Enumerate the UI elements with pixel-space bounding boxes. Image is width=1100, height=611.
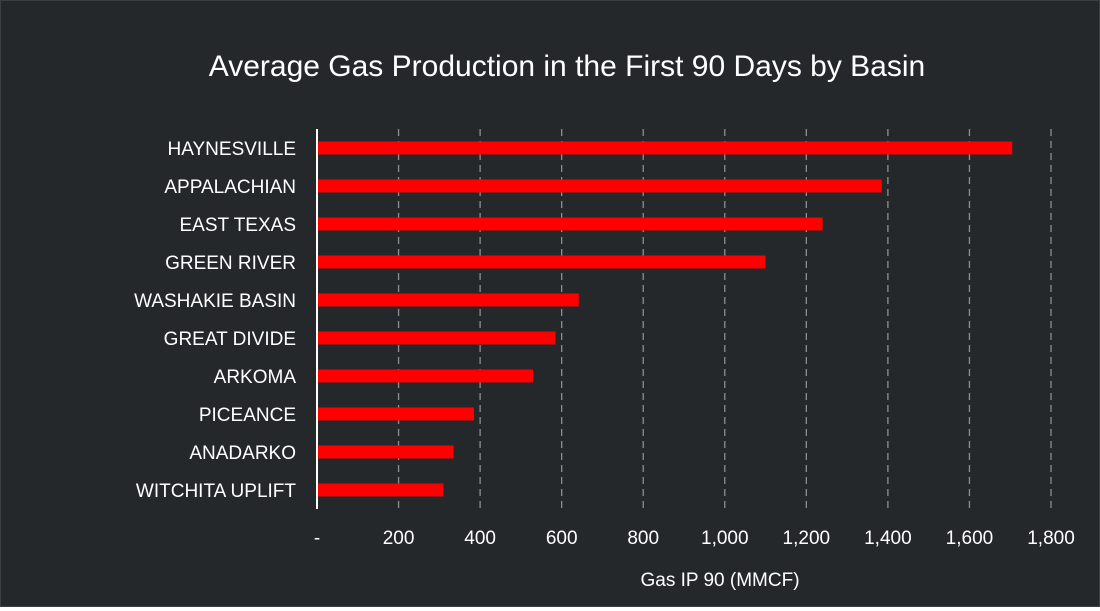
- x-tick-label: 800: [627, 528, 659, 549]
- category-label: APPALACHIAN: [164, 177, 296, 198]
- x-axis-title: Gas IP 90 (MMCF): [640, 570, 799, 591]
- category-label: ARKOMA: [214, 367, 297, 388]
- category-label: WITCHITA UPLIFT: [136, 481, 296, 502]
- x-tick-label: 1,000: [701, 528, 749, 549]
- x-tick-label: 400: [464, 528, 496, 549]
- x-tick-labels: - 200 400 600 800 1,000 1,200 1,400 1,600 1,800: [314, 528, 1075, 549]
- bar: [317, 293, 579, 307]
- bars: [317, 141, 1013, 497]
- category-label: HAYNESVILLE: [168, 139, 296, 160]
- bar: [317, 407, 474, 421]
- bar: [317, 483, 444, 497]
- x-tick-label: -: [314, 528, 320, 549]
- category-label: GREAT DIVIDE: [164, 329, 296, 350]
- bar: [317, 445, 454, 459]
- category-label: PICEANCE: [199, 405, 296, 426]
- category-label: EAST TEXAS: [179, 215, 296, 236]
- category-label: WASHAKIE BASIN: [134, 291, 296, 312]
- bar: [317, 255, 766, 269]
- chart-title: Average Gas Production in the First 90 D…: [209, 50, 925, 83]
- x-tick-label: 600: [546, 528, 578, 549]
- category-label: ANADARKO: [189, 443, 296, 464]
- category-label: GREEN RIVER: [165, 253, 296, 274]
- bar: [317, 331, 556, 345]
- x-tick-label: 1,400: [864, 528, 912, 549]
- category-labels: HAYNESVILLE APPALACHIAN EAST TEXAS GREEN RI…: [134, 139, 296, 502]
- x-tick-label: 1,200: [783, 528, 831, 549]
- bar: [317, 217, 823, 231]
- x-tick-label: 1,800: [1027, 528, 1075, 549]
- bar: [317, 179, 882, 193]
- x-tick-label: 200: [383, 528, 415, 549]
- x-tick-label: 1,600: [946, 528, 994, 549]
- bar: [317, 369, 534, 383]
- bar: [317, 141, 1013, 155]
